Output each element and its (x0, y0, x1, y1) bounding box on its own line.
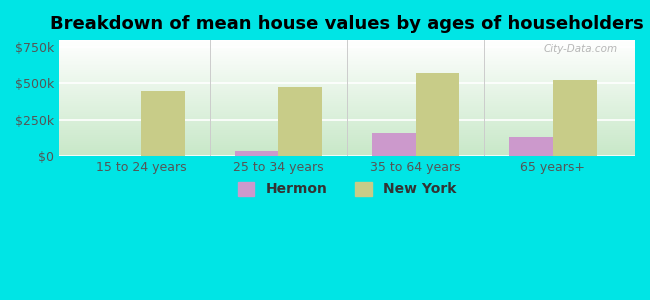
Bar (235, 151, 278, 156)
Text: City-Data.com: City-Data.com (543, 44, 618, 54)
Bar (142, 91, 185, 156)
Bar (509, 137, 552, 156)
Bar (372, 133, 415, 156)
Legend: Hermon, New York: Hermon, New York (232, 176, 462, 202)
Title: Breakdown of mean house values by ages of householders: Breakdown of mean house values by ages o… (50, 15, 644, 33)
Bar (415, 73, 460, 156)
Bar (278, 87, 322, 156)
Bar (552, 80, 597, 156)
